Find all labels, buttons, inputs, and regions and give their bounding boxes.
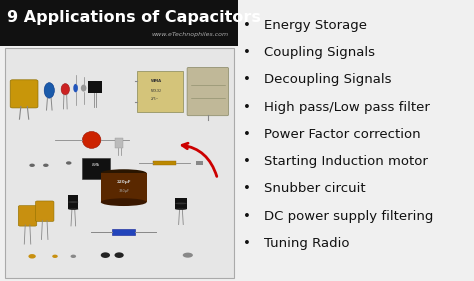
Bar [154, 161, 176, 165]
Text: WMA: WMA [151, 80, 162, 83]
Bar [101, 173, 146, 202]
Ellipse shape [61, 84, 70, 95]
Text: DC power supply filtering: DC power supply filtering [264, 210, 433, 223]
Bar [115, 138, 123, 148]
Ellipse shape [68, 201, 78, 203]
FancyBboxPatch shape [18, 206, 37, 226]
Bar [68, 195, 78, 209]
Text: •: • [243, 237, 251, 250]
Bar [112, 229, 135, 235]
Circle shape [115, 252, 124, 258]
Text: •: • [243, 155, 251, 168]
Text: Snubber circuit: Snubber circuit [264, 182, 365, 195]
Text: Starting Induction motor: Starting Induction motor [264, 155, 428, 168]
Text: •: • [243, 73, 251, 86]
Ellipse shape [44, 83, 55, 98]
Text: Coupling Signals: Coupling Signals [264, 46, 374, 59]
Ellipse shape [73, 84, 78, 92]
Ellipse shape [81, 85, 86, 92]
Ellipse shape [175, 203, 187, 204]
Text: Power Factor correction: Power Factor correction [264, 128, 420, 141]
Text: •: • [243, 182, 251, 195]
Text: WIMA: WIMA [92, 163, 100, 167]
Bar [82, 158, 110, 179]
FancyBboxPatch shape [10, 80, 38, 108]
Text: Tuning Radio: Tuning Radio [264, 237, 349, 250]
Text: Decoupling Signals: Decoupling Signals [264, 73, 391, 86]
Text: •: • [243, 101, 251, 114]
Text: •: • [243, 128, 251, 141]
FancyArrowPatch shape [182, 143, 217, 176]
Ellipse shape [101, 198, 146, 206]
Ellipse shape [68, 208, 78, 210]
Text: 275~: 275~ [151, 97, 159, 101]
Bar [0, 0, 238, 46]
Bar [88, 81, 102, 93]
Ellipse shape [101, 169, 146, 177]
Circle shape [28, 254, 36, 259]
Text: •: • [243, 210, 251, 223]
Text: High pass/Low pass filter: High pass/Low pass filter [264, 101, 429, 114]
Text: www.eTechnophiles.com: www.eTechnophiles.com [152, 32, 229, 37]
Bar [175, 198, 187, 209]
Bar [196, 161, 203, 165]
Circle shape [29, 164, 35, 167]
Circle shape [71, 255, 76, 258]
Circle shape [52, 255, 58, 258]
Text: •: • [243, 19, 251, 32]
Bar [5, 48, 234, 278]
Text: 220μF: 220μF [117, 180, 131, 184]
Circle shape [43, 164, 49, 167]
Text: •: • [243, 46, 251, 59]
Ellipse shape [82, 132, 101, 148]
Circle shape [101, 252, 110, 258]
FancyBboxPatch shape [36, 201, 54, 221]
Ellipse shape [182, 253, 193, 258]
Text: 9 Applications of Capacitors: 9 Applications of Capacitors [7, 10, 261, 25]
Text: Energy Storage: Energy Storage [264, 19, 367, 32]
Ellipse shape [175, 208, 187, 210]
FancyBboxPatch shape [187, 67, 228, 116]
Bar [137, 71, 183, 112]
Text: 330μF: 330μF [118, 189, 129, 194]
Text: MPX-X2: MPX-X2 [151, 89, 162, 92]
Circle shape [66, 161, 72, 165]
